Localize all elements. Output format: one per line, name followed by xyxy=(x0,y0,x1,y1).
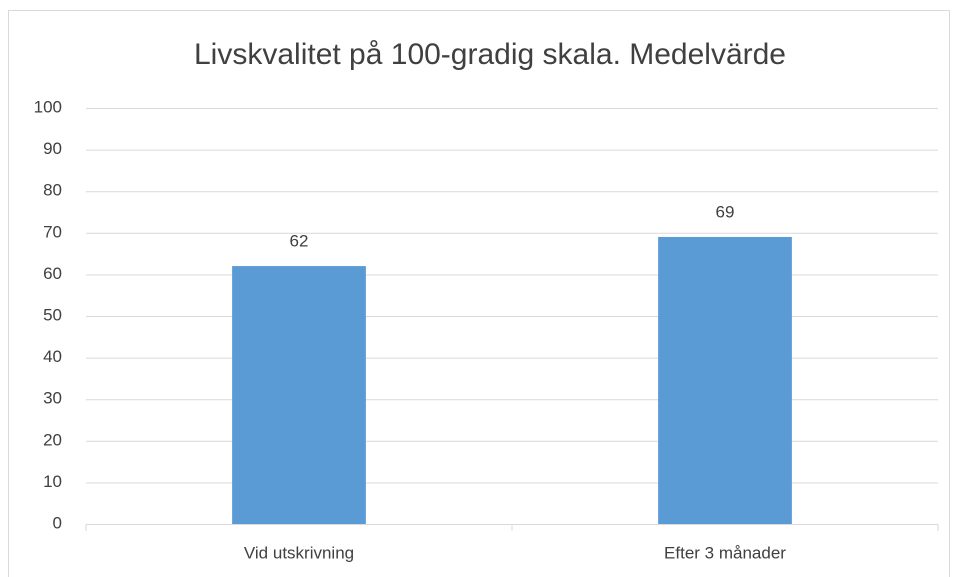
y-tick-label: 10 xyxy=(43,472,62,491)
data-label: 69 xyxy=(716,202,735,221)
y-tick-label: 70 xyxy=(43,222,62,241)
bar xyxy=(232,266,366,524)
y-tick-label: 30 xyxy=(43,389,62,408)
x-tick-label: Efter 3 månader xyxy=(664,543,786,562)
data-label: 62 xyxy=(290,232,309,251)
y-tick-label: 20 xyxy=(43,430,62,449)
y-tick-label: 60 xyxy=(43,264,62,283)
bar xyxy=(658,236,792,524)
chart-border xyxy=(8,10,950,577)
y-tick-label: 0 xyxy=(53,513,62,532)
y-tick-label: 40 xyxy=(43,347,62,366)
chart-title: Livskvalitet på 100-gradig skala. Medelv… xyxy=(194,38,786,71)
y-tick-label: 80 xyxy=(43,181,62,200)
x-tick-label: Vid utskrivning xyxy=(244,543,354,562)
y-tick-label: 90 xyxy=(43,139,62,158)
y-tick-label: 100 xyxy=(34,97,62,116)
y-tick-label: 50 xyxy=(43,305,62,324)
